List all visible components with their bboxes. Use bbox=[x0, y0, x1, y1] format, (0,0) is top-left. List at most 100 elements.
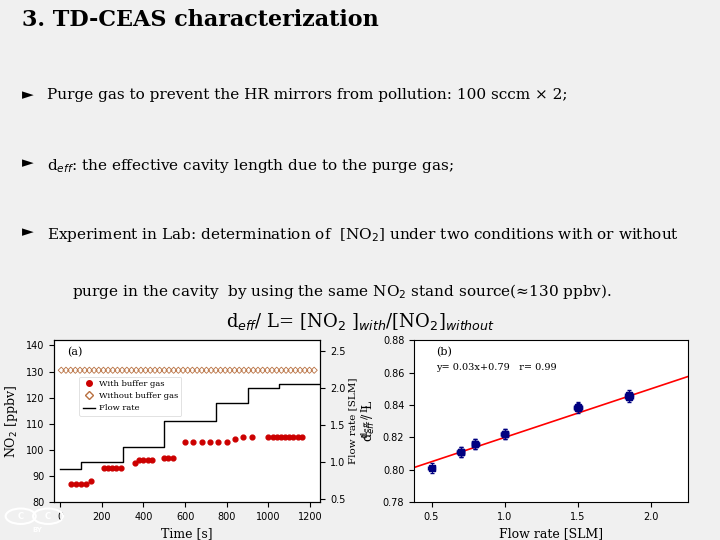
Point bbox=[229, 366, 240, 375]
Point bbox=[179, 438, 191, 447]
X-axis label: Time [s]: Time [s] bbox=[161, 528, 213, 540]
Point bbox=[81, 480, 92, 488]
Point bbox=[499, 430, 510, 438]
Point bbox=[167, 454, 179, 462]
Point bbox=[70, 480, 81, 488]
Point bbox=[572, 404, 584, 413]
Point bbox=[117, 366, 128, 375]
Point bbox=[499, 430, 510, 438]
Point bbox=[221, 438, 233, 447]
Point bbox=[115, 464, 127, 472]
Point bbox=[252, 366, 264, 375]
Point bbox=[196, 438, 207, 447]
Point bbox=[158, 366, 170, 375]
Point bbox=[285, 366, 297, 375]
Point bbox=[74, 366, 86, 375]
Point bbox=[98, 464, 109, 472]
Point bbox=[130, 458, 141, 467]
Point bbox=[238, 433, 249, 441]
Point bbox=[154, 366, 166, 375]
Point bbox=[624, 391, 635, 400]
Point bbox=[246, 433, 258, 441]
Point bbox=[55, 366, 67, 375]
Point bbox=[275, 433, 287, 441]
Point bbox=[294, 366, 306, 375]
Point bbox=[572, 402, 584, 411]
Point bbox=[292, 433, 303, 441]
Point bbox=[289, 366, 301, 375]
Y-axis label: Flow rate [SLM]
d$_{eff}$ / L: Flow rate [SLM] d$_{eff}$ / L bbox=[348, 378, 372, 464]
Point bbox=[173, 366, 184, 375]
Point bbox=[196, 366, 207, 375]
Point bbox=[455, 448, 467, 456]
Point bbox=[70, 366, 81, 375]
Point bbox=[261, 366, 273, 375]
Point bbox=[210, 366, 222, 375]
Point bbox=[140, 366, 151, 375]
Point bbox=[204, 438, 216, 447]
Text: ►: ► bbox=[22, 87, 33, 102]
Point bbox=[248, 366, 259, 375]
Text: y= 0.03x+0.79   r= 0.99: y= 0.03x+0.79 r= 0.99 bbox=[436, 363, 557, 372]
Point bbox=[271, 366, 282, 375]
Text: purge in the cavity  by using the same NO$_2$ stand source(≈130 ppbv).: purge in the cavity by using the same NO… bbox=[72, 282, 612, 301]
Point bbox=[296, 433, 307, 441]
Point bbox=[134, 456, 145, 465]
Point bbox=[130, 366, 142, 375]
Text: ►: ► bbox=[22, 157, 33, 171]
Point bbox=[177, 366, 189, 375]
Point bbox=[163, 366, 175, 375]
Text: Experiment in Lab: determination of  [NO$_2$] under two conditions with or witho: Experiment in Lab: determination of [NO$… bbox=[47, 226, 679, 244]
Point bbox=[299, 366, 310, 375]
Point bbox=[84, 366, 95, 375]
Point bbox=[60, 366, 72, 375]
Point bbox=[271, 433, 282, 441]
Point bbox=[79, 366, 91, 375]
Point bbox=[149, 366, 161, 375]
Point bbox=[266, 366, 278, 375]
Point bbox=[111, 464, 122, 472]
Point bbox=[188, 438, 199, 447]
Point bbox=[126, 366, 138, 375]
Point bbox=[98, 366, 109, 375]
Point bbox=[168, 366, 179, 375]
Point bbox=[205, 366, 217, 375]
Point bbox=[224, 366, 235, 375]
Text: C: C bbox=[17, 512, 24, 521]
Text: 3. TD-CEAS characterization: 3. TD-CEAS characterization bbox=[22, 9, 378, 31]
Point bbox=[93, 366, 104, 375]
Y-axis label: NO$_2$ [ppbv]: NO$_2$ [ppbv] bbox=[3, 385, 20, 457]
Point bbox=[86, 477, 97, 485]
Point bbox=[142, 456, 153, 465]
Point bbox=[212, 438, 224, 447]
Point bbox=[158, 454, 170, 462]
X-axis label: Flow rate [SLM]: Flow rate [SLM] bbox=[499, 528, 603, 540]
Point bbox=[284, 433, 295, 441]
Y-axis label: d$_{eff}$ / L: d$_{eff}$ / L bbox=[361, 400, 377, 442]
Point bbox=[280, 366, 292, 375]
Point bbox=[455, 448, 467, 456]
Point bbox=[135, 366, 147, 375]
Point bbox=[186, 366, 198, 375]
Text: BY: BY bbox=[33, 527, 42, 534]
Point bbox=[308, 366, 320, 375]
Point bbox=[65, 480, 76, 488]
Point bbox=[426, 464, 437, 472]
Point bbox=[304, 366, 315, 375]
Point bbox=[107, 366, 119, 375]
Text: d$_{eff}$: the effective cavity length due to the purge gas;: d$_{eff}$: the effective cavity length d… bbox=[47, 157, 454, 174]
Point bbox=[238, 366, 250, 375]
Point bbox=[201, 366, 212, 375]
Point bbox=[65, 366, 76, 375]
Text: (b): (b) bbox=[436, 347, 451, 357]
Legend: With buffer gas, Without buffer gas, Flow rate: With buffer gas, Without buffer gas, Flo… bbox=[79, 377, 181, 416]
Point bbox=[192, 366, 203, 375]
Point bbox=[220, 366, 231, 375]
Point bbox=[624, 393, 635, 401]
Point bbox=[469, 440, 481, 448]
Point bbox=[215, 366, 226, 375]
Point bbox=[279, 433, 291, 441]
Point bbox=[229, 435, 240, 444]
Point bbox=[469, 440, 481, 448]
Point bbox=[138, 456, 149, 465]
